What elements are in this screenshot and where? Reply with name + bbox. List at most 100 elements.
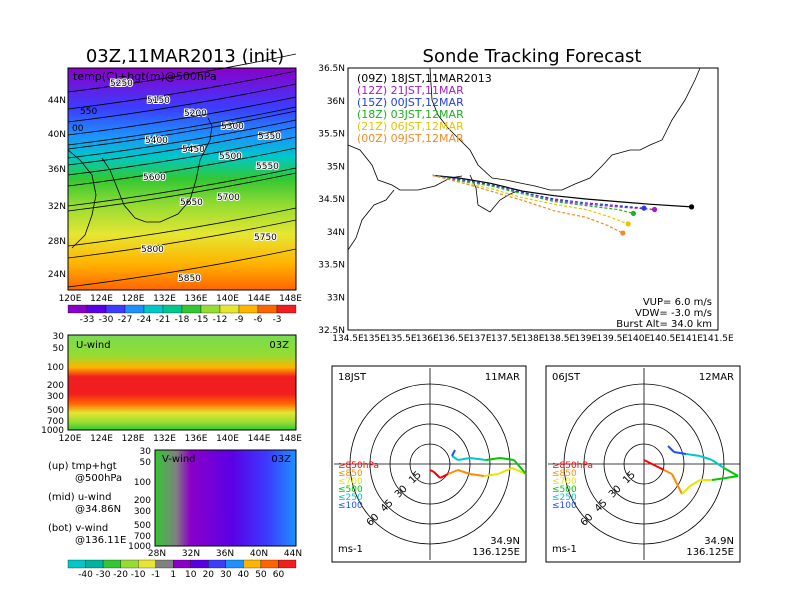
coastline bbox=[101, 117, 213, 223]
hodo-trace bbox=[647, 461, 657, 467]
colorbar-swatch bbox=[162, 304, 183, 314]
hodo-trace bbox=[483, 473, 499, 477]
legend-entry: (18Z) 03JST,12MAR bbox=[357, 108, 464, 121]
note-bot-1: (bot) v-wind bbox=[48, 523, 108, 534]
hodo-trace bbox=[685, 453, 701, 457]
lat-tick-label: 40N bbox=[48, 130, 66, 140]
colorbar-swatch bbox=[257, 304, 278, 314]
hodo-left-time: 18JST bbox=[338, 372, 367, 383]
lon-tick-label: 140E bbox=[627, 334, 650, 344]
contour-line bbox=[67, 119, 297, 159]
colorbar-swatch bbox=[143, 304, 164, 314]
contour-label: 5300 bbox=[221, 122, 244, 132]
hodo-left-lon: 136.125E bbox=[472, 547, 520, 558]
hodo-trace bbox=[673, 451, 687, 455]
colorbar-swatch bbox=[200, 304, 221, 314]
lat-tick-label: 28N bbox=[148, 549, 166, 559]
legend-entry: (12Z) 21JST,11MAR bbox=[357, 84, 464, 97]
temperature-field bbox=[68, 68, 296, 290]
hodo-level-label: ≤250 bbox=[552, 493, 577, 503]
hodo-trace bbox=[457, 457, 471, 461]
lon-tick-label: 140.5E bbox=[649, 334, 681, 344]
height-contours: 5250515052005300535054005450550055505600… bbox=[67, 53, 297, 288]
pressure-tick-label: 700 bbox=[134, 532, 151, 542]
hodo-trace bbox=[723, 467, 739, 477]
hodo-trace bbox=[485, 457, 501, 461]
note-bot-2: @136.11E bbox=[75, 535, 126, 546]
contour-label: 5150 bbox=[147, 96, 170, 106]
colorbar-label: 20 bbox=[203, 570, 215, 580]
hodo-right-units: ms-1 bbox=[552, 544, 577, 555]
colorbar-label: -1 bbox=[151, 570, 160, 580]
colorbar-label: -9 bbox=[235, 315, 244, 325]
note-up-1: (up) tmp+hgt bbox=[48, 461, 117, 472]
hodo-right-lat: 34.9N bbox=[704, 536, 734, 547]
lon-tick-label: 136.5E bbox=[438, 334, 470, 344]
coastline bbox=[469, 174, 521, 213]
tracking-frame bbox=[347, 67, 719, 331]
lon-tick-label: 139.5E bbox=[597, 334, 629, 344]
left-label: 00 bbox=[72, 124, 84, 134]
hodo-trace bbox=[499, 457, 515, 461]
v-wind-label: V-wind bbox=[162, 454, 196, 465]
lat-tick-label: 33.5N bbox=[318, 261, 345, 271]
hodo-trace bbox=[513, 459, 527, 475]
lon-tick-label: 124E bbox=[90, 294, 113, 304]
contour-line bbox=[67, 110, 297, 150]
pressure-tick-label: 1000 bbox=[128, 542, 151, 552]
track-endpoint bbox=[620, 230, 626, 236]
info-vdw: VDW= -3.0 m/s bbox=[635, 308, 712, 319]
lat-tick-label: 32N bbox=[182, 549, 200, 559]
hodo-trace bbox=[447, 469, 459, 475]
contour-line bbox=[67, 70, 297, 110]
colorbar-swatch bbox=[173, 559, 191, 569]
hodo-trace bbox=[711, 477, 727, 481]
colorbar-label: -3 bbox=[273, 315, 282, 325]
colorbar-swatch bbox=[86, 304, 107, 314]
colorbar-swatch bbox=[243, 559, 262, 569]
hodograph-right: 06JST 12MAR ms-1 34.9N 136.125E 15304560… bbox=[545, 365, 741, 563]
lon-tick-label: 120E bbox=[59, 294, 82, 304]
hodo-right-date: 12MAR bbox=[699, 372, 734, 383]
pressure-tick-label: 300 bbox=[47, 392, 64, 402]
hodo-trace bbox=[511, 467, 527, 475]
hodo-level-label: ≤500 bbox=[552, 485, 577, 495]
contour-line bbox=[67, 126, 297, 166]
colorbar-swatch bbox=[219, 304, 240, 314]
track-line bbox=[432, 174, 634, 214]
tracking-title: Sonde Tracking Forecast bbox=[423, 46, 642, 67]
contour-line bbox=[67, 172, 297, 212]
contour-label: 5650 bbox=[180, 198, 203, 208]
hodo-level-label: ≥850hPa bbox=[552, 461, 593, 471]
pressure-tick-label: 30 bbox=[53, 332, 65, 342]
contour-label: 5800 bbox=[141, 245, 164, 255]
colorbar-label: 10 bbox=[185, 570, 197, 580]
lat-tick-label: 36N bbox=[48, 165, 66, 175]
track-endpoint bbox=[688, 204, 695, 210]
lat-tick-label: 40N bbox=[250, 549, 268, 559]
u-wind-time: 03Z bbox=[269, 340, 289, 351]
map-title: 03Z,11MAR2013 (init) bbox=[86, 46, 284, 67]
colorbar-swatch bbox=[278, 559, 297, 569]
u-wind-field bbox=[68, 335, 296, 430]
colorbar-swatch bbox=[155, 559, 174, 569]
colorbar-swatch bbox=[276, 304, 297, 314]
lon-tick-label: 134.5E bbox=[332, 334, 364, 344]
hodo-trace bbox=[429, 469, 435, 473]
lon-tick-label: 132E bbox=[153, 434, 176, 444]
lat-tick-label: 35.5N bbox=[318, 130, 345, 140]
hodo-trace bbox=[667, 445, 675, 453]
hodo-level-label: ≤100 bbox=[552, 501, 577, 511]
hodo-trace bbox=[457, 469, 471, 475]
contour-label: 5600 bbox=[143, 173, 166, 183]
lat-tick-label: 36N bbox=[327, 97, 345, 107]
lat-tick-label: 32N bbox=[48, 202, 66, 212]
lon-tick-label: 136E bbox=[416, 334, 439, 344]
colorbar-swatch bbox=[67, 559, 86, 569]
colorbar-swatch bbox=[138, 559, 156, 569]
track-legend: (09Z) 18JST,11MAR2013(12Z) 21JST,11MAR(1… bbox=[357, 72, 492, 145]
lat-tick-label: 44N bbox=[284, 549, 302, 559]
colorbar-label: -18 bbox=[175, 315, 190, 325]
contour-line bbox=[67, 106, 297, 146]
